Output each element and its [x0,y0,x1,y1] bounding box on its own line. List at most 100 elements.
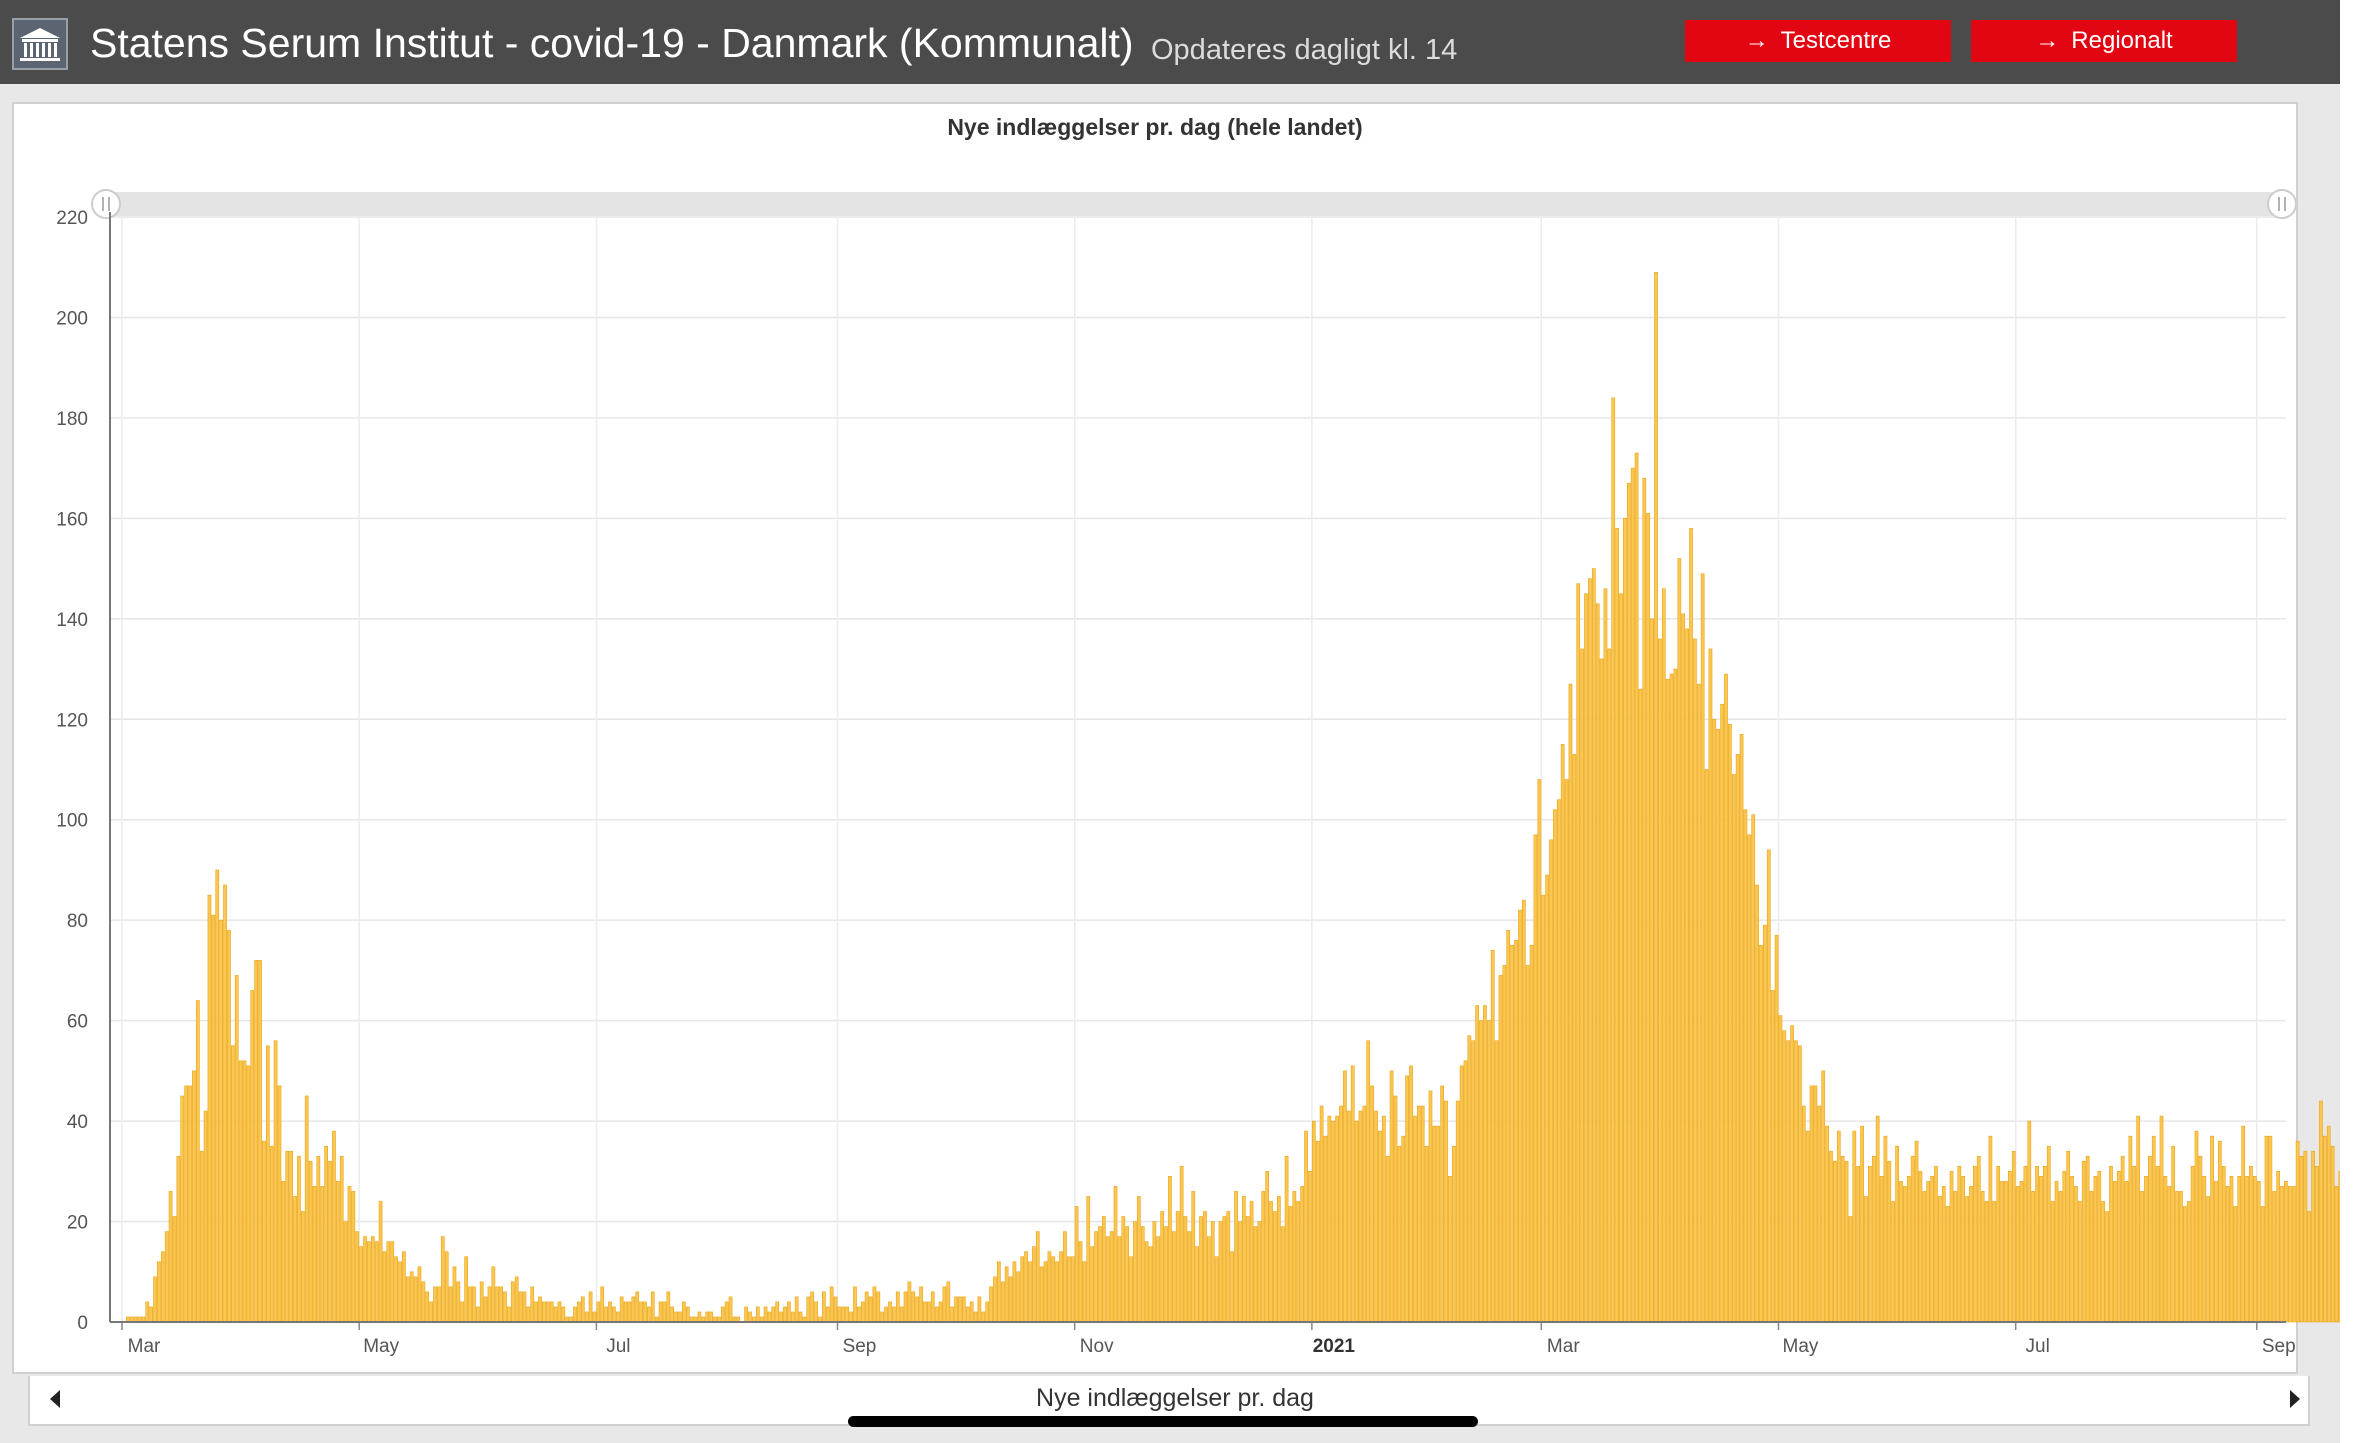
bar [1191,1191,1196,1323]
bar [2120,1155,2125,1323]
bar [1280,1226,1285,1323]
bar [1094,1231,1098,1323]
bar [176,1155,181,1323]
bar [1241,1196,1246,1323]
bar [1203,1211,1207,1323]
bar [1980,1191,1985,1323]
bar [2101,1201,2106,1323]
bar [1848,1216,1853,1323]
bar [1385,1155,1390,1323]
bar [1140,1226,1145,1323]
bar [534,1301,538,1323]
bar [1300,1186,1305,1323]
bar [1121,1216,1126,1323]
caret-right-icon[interactable] [2290,1390,2300,1408]
slider-left-handle[interactable] [91,189,121,219]
building-logo-svg [20,28,60,61]
bar [1136,1196,1141,1323]
bar [1634,452,1639,1323]
bar [907,1281,912,1323]
bar [853,1286,857,1323]
bar [405,1276,410,1323]
x-tick-label: Jul [606,1336,630,1357]
bar [985,1301,990,1323]
testcentre-button-label: Testcentre [1780,27,1892,54]
bar [2303,1150,2308,1323]
bar [919,1286,923,1323]
chart-selector-label: Nye indlæggelser pr. dag [1036,1384,1314,1412]
range-slider[interactable] [91,189,2297,219]
bar [1078,1241,1083,1323]
bar [705,1311,710,1323]
bar [2315,1165,2319,1323]
bar [1953,1191,1958,1323]
bar [1475,1005,1479,1323]
bar [1343,1070,1347,1323]
bar [1973,1165,1977,1323]
bar [674,1311,678,1323]
bar [1261,1191,1266,1323]
bar [1588,578,1592,1323]
caret-left-icon[interactable] [50,1390,60,1408]
bar [394,1256,398,1323]
bar [1070,1256,1075,1323]
bar [1455,1100,1460,1323]
bar [1479,1020,1483,1323]
bar [2225,1186,2230,1323]
bar [180,1095,185,1323]
window-edge [2340,0,2358,1443]
bar [1774,934,1779,1323]
bar [526,1306,531,1323]
bar [903,1291,908,1323]
bar [382,1251,387,1323]
bars [125,271,2340,1323]
bar [930,1291,935,1323]
bar [1327,1115,1332,1323]
bar [1623,518,1627,1323]
bar [437,1286,441,1323]
axes: 0 20 40 60 80 100 120 140 160 180 200 220 Mar May Jul S… [56,208,2295,1357]
bar [561,1306,566,1323]
bar [833,1296,838,1323]
regional-button[interactable]: → Regionalt [1971,20,2237,62]
bar [1720,703,1724,1323]
bar [1067,1256,1071,1323]
testcentre-button[interactable]: → Testcentre [1685,20,1951,62]
bar [293,1196,297,1323]
bar [2050,1201,2055,1323]
bar [1032,1246,1036,1323]
bar [507,1306,511,1323]
bar [2229,1176,2234,1323]
bar [915,1296,920,1323]
slider-right-handle[interactable] [2267,189,2297,219]
bar [1969,1186,1973,1323]
bar [2167,1186,2172,1323]
y-tick-label: 200 [56,308,88,329]
bar [1844,1160,1849,1323]
bar [2221,1165,2226,1323]
bar [2046,1145,2051,1323]
bar [962,1296,966,1323]
bar [1082,1261,1087,1323]
bar [304,1095,309,1323]
bar [1922,1191,1927,1323]
bar [1801,1105,1806,1323]
bar [2151,1135,2156,1323]
home-indicator [848,1416,1478,1427]
y-tick-label: 140 [56,610,88,631]
bar [2004,1181,2008,1323]
bar [1339,1105,1343,1323]
bar [1471,1040,1476,1323]
bar [647,1306,651,1323]
bar [1868,1165,1872,1323]
bar [1000,1281,1005,1323]
bar [2070,1176,2074,1323]
bar [1883,1135,1888,1323]
bar [1992,1201,1997,1323]
bar [1759,944,1763,1323]
bar [2233,1206,2238,1323]
y-tick-label: 100 [56,811,88,832]
bar [619,1296,624,1323]
bar [1619,593,1623,1323]
bar [1626,482,1631,1323]
